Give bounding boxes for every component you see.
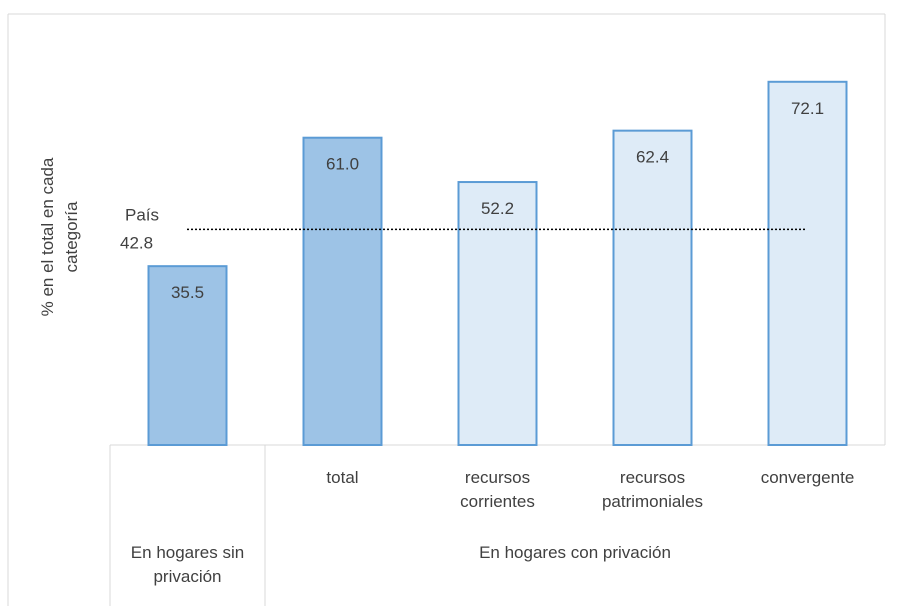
reference-value: 42.8 [120,233,153,252]
group-label: En hogares sin privación [130,543,245,586]
data-label: 61.0 [326,155,359,174]
bar [612,129,693,446]
y-axis-label: % en el total en cada categoría [38,157,81,317]
data-label: 72.1 [791,99,824,118]
bar [147,265,228,447]
x-tick-label: recursos patrimoniales [601,468,704,511]
x-tick-label: recursos corrientes [460,468,535,511]
data-label: 35.5 [171,283,204,302]
data-label: 62.4 [636,148,669,167]
reference-label: País [125,205,159,224]
x-tick-label: total [326,468,359,487]
bar [302,136,383,446]
x-tick-label: convergente [760,468,855,487]
data-label: 52.2 [481,199,514,218]
group-label: En hogares con privación [479,543,671,562]
bar [457,181,538,446]
bar [767,80,848,446]
